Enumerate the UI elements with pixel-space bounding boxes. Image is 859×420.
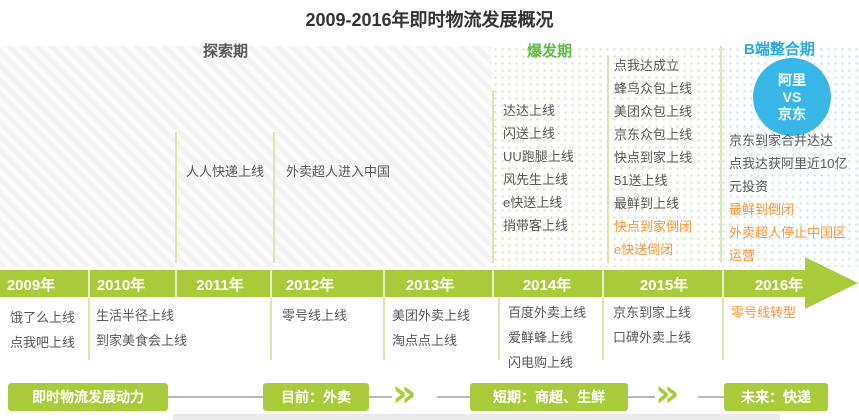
flow-connector (437, 396, 470, 398)
event-item: 快点到家倒闭 (614, 219, 693, 234)
year-label-2011: 2011年 (196, 277, 244, 294)
events-above-2011: 人人快递上线 (186, 160, 272, 183)
timeline-tick (722, 270, 724, 297)
events-above-2012: 外卖超人进入中国 (286, 160, 486, 183)
year-label-2010: 2010年 (96, 277, 146, 294)
event-item: 京东到家合并达达 (729, 133, 834, 148)
events-above-2014: 达达上线闪送上线 UU跑腿上线 风先生上线 e快送上线捎带客上线 (503, 99, 603, 237)
timeline-tick (383, 270, 385, 297)
vs-top-label: 阿里 (778, 71, 806, 88)
timeline-tick (602, 270, 604, 297)
timeline-arrow-icon (805, 257, 858, 309)
explosion-phase-region (492, 46, 720, 267)
phase-label-integration: B端整合期 (744, 41, 815, 58)
event-item: 京东到家上线 (613, 305, 692, 320)
event-item: 闪送上线 (503, 126, 556, 141)
events-below-2010: 生活半径上线 到家美食会上线 (96, 303, 266, 353)
timeline-tick (492, 270, 494, 297)
event-item: 饿了么上线 (10, 310, 76, 325)
event-item: 外卖超人停止中国区运营 (729, 225, 847, 263)
year-label-2012: 2012年 (285, 277, 335, 294)
timeline-tick (270, 270, 272, 297)
page-title: 2009-2016年即时物流发展概况 (305, 10, 554, 30)
events-below-2014: 百度外卖上线 爱鲜蜂上线闪电购上线 (508, 300, 603, 375)
event-item: 京东众包上线 (614, 127, 693, 142)
flow-step-current: 目前：外卖 (263, 383, 369, 411)
timeline-tick (175, 270, 177, 297)
phase-label-explosion: 爆发期 (527, 43, 573, 60)
event-item: 生活半径上线 (96, 308, 175, 323)
event-item: 到家美食会上线 (96, 333, 188, 348)
exploration-phase-region (0, 46, 492, 267)
divider-below-2014 (498, 298, 500, 360)
events-above-2015: 点我达成立蜂鸟众包上线 美团众包上线 京东众包上线 快点到家上线 51送上线最鲜到上线快… (614, 54, 718, 261)
event-item: 最鲜到倒闭 (729, 202, 795, 217)
divider-above-2012 (273, 132, 275, 263)
timeline-bar (0, 270, 806, 297)
divider-below-2015 (602, 298, 604, 360)
year-label-2009: 2009年 (6, 277, 56, 294)
divider-below-2012 (270, 298, 272, 360)
year-label-2014: 2014年 (522, 277, 572, 294)
event-item: 风先生上线 (503, 172, 569, 187)
event-item: e快送倒闭 (614, 242, 674, 257)
flow-connector (698, 396, 724, 398)
events-above-2016: 京东到家合并达达点我达获阿里近10亿元投资最鲜到倒闭外卖超人停止中国区运营 (729, 129, 856, 267)
events-below-2012: 零号线上线 (282, 303, 377, 328)
flow-step-short-term: 短期：商超、生鲜 (470, 383, 628, 411)
event-item: 闪电购上线 (508, 355, 574, 370)
event-item: 捎带客上线 (503, 218, 569, 233)
year-label-2013: 2013年 (405, 277, 455, 294)
events-below-2015: 京东到家上线 口碑外卖上线 (613, 300, 716, 350)
ali-vs-jd-badge: 阿里 VS 京东 (753, 58, 831, 136)
double-chevron-icon: » (392, 371, 417, 415)
divider-above-2014 (492, 90, 494, 263)
timeline-tick (88, 270, 90, 297)
flow-connector (168, 396, 263, 398)
events-below-2013: 美团外卖上线 淘点点上线 (392, 303, 494, 353)
event-item: 点我达成立 (614, 58, 680, 73)
vs-bottom-label: 京东 (778, 105, 806, 122)
divider-below-2016 (722, 298, 724, 360)
flow-connector (628, 396, 655, 398)
flow-connector (369, 396, 392, 398)
event-item: 达达上线 (503, 103, 556, 118)
flow-step-future: 未来：快递 (724, 383, 828, 411)
divider-below-2010 (88, 298, 90, 360)
event-item: 人人快递上线 (186, 164, 265, 179)
flow-driver-label: 即时物流发展动力 (8, 383, 168, 411)
year-label-2016: 2016年 (754, 277, 804, 294)
event-item: 快点到家上线 (614, 150, 693, 165)
events-below-2016: 零号线转型 (731, 300, 851, 325)
event-item: 蜂鸟众包上线 (614, 81, 693, 96)
divider-above-2011 (175, 132, 177, 263)
year-label-2015: 2015年 (639, 277, 689, 294)
double-chevron-icon: » (655, 371, 680, 415)
event-item: 百度外卖上线 (508, 305, 587, 320)
event-item: 点我吧上线 (10, 335, 76, 350)
divider-below-2013 (383, 298, 385, 360)
event-item: 美团众包上线 (614, 104, 693, 119)
event-item: 零号线转型 (731, 305, 797, 320)
event-item: 淘点点上线 (392, 333, 458, 348)
event-item: 零号线上线 (282, 308, 348, 323)
divider-above-2016 (720, 46, 722, 263)
event-item: 外卖超人进入中国 (286, 164, 391, 179)
event-item: 51送上线 (614, 173, 668, 188)
bottom-edge-strip (173, 414, 780, 420)
event-item: 口碑外卖上线 (613, 330, 692, 345)
divider-above-2015 (607, 56, 609, 263)
events-below-2009: 饿了么上线点我吧上线 (10, 305, 88, 355)
event-item: UU跑腿上线 (503, 149, 574, 164)
event-item: 美团外卖上线 (392, 308, 471, 323)
event-item: 点我达获阿里近10亿元投资 (729, 156, 848, 194)
vs-middle-label: VS (782, 88, 802, 105)
event-item: 最鲜到上线 (614, 196, 680, 211)
event-item: e快送上线 (503, 195, 563, 210)
phase-label-exploration: 探索期 (203, 43, 249, 60)
event-item: 爱鲜蜂上线 (508, 330, 574, 345)
